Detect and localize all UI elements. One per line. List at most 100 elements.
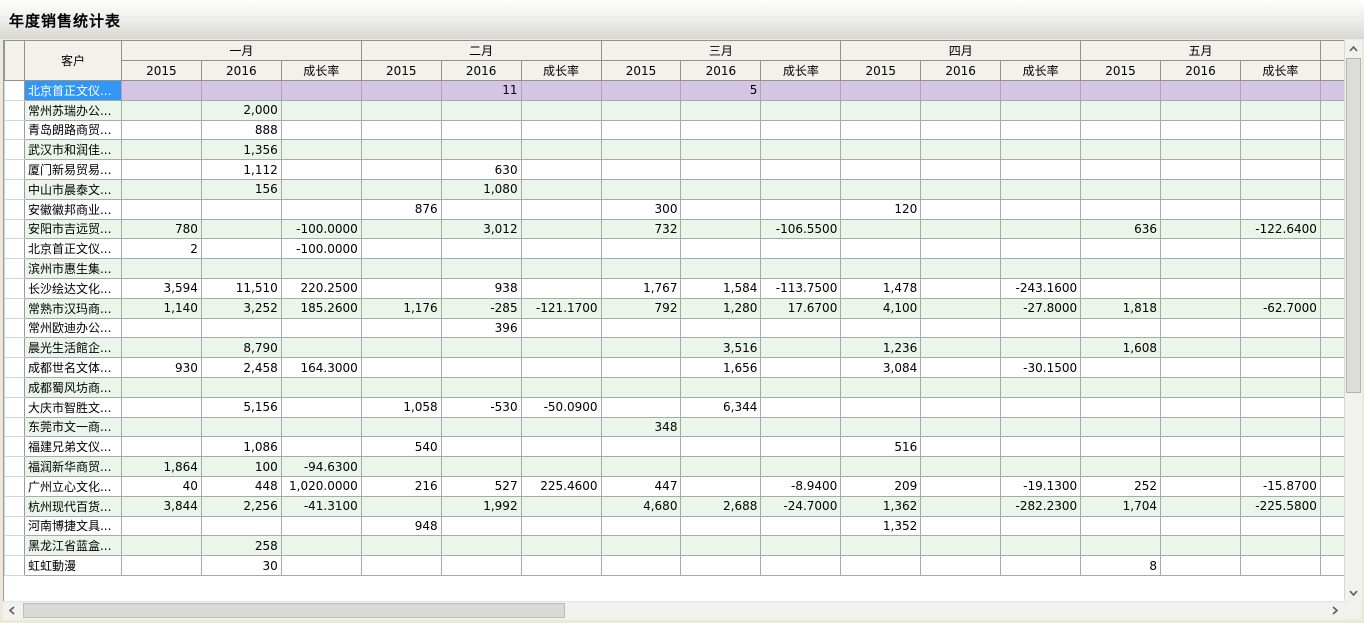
grid-cell[interactable] <box>1000 178 1082 200</box>
grid-cell[interactable] <box>1000 535 1082 557</box>
grid-cell[interactable] <box>760 436 842 458</box>
grid-cell[interactable] <box>1160 99 1241 121</box>
column-header-sub[interactable]: 成长率 <box>1239 60 1321 81</box>
grid-cell[interactable] <box>1160 376 1241 398</box>
grid-cell-partial[interactable] <box>1319 119 1345 141</box>
column-header-sub[interactable]: 2015 <box>1080 60 1162 81</box>
grid-cell[interactable] <box>1239 376 1321 398</box>
column-header-sub[interactable]: 2016 <box>440 60 522 81</box>
grid-cell[interactable] <box>1239 456 1321 477</box>
grid-cell[interactable] <box>520 376 602 398</box>
grid-cell[interactable]: 1,656 <box>680 357 762 378</box>
grid-cell[interactable] <box>120 396 202 418</box>
grid-cell[interactable] <box>440 436 522 458</box>
grid-cell[interactable] <box>1080 515 1162 537</box>
grid-cell[interactable] <box>1239 277 1321 299</box>
grid-cell[interactable]: -530 <box>440 396 522 418</box>
grid-cell[interactable] <box>600 396 682 418</box>
grid-cell[interactable] <box>840 119 922 141</box>
grid-cell-partial[interactable] <box>1319 258 1345 279</box>
grid-cell[interactable] <box>1080 198 1162 220</box>
grid-cell[interactable]: -243.1600 <box>1000 277 1082 299</box>
row-indicator-cell[interactable] <box>4 119 25 141</box>
grid-cell-partial[interactable] <box>1319 178 1345 200</box>
grid-cell[interactable] <box>840 159 922 180</box>
grid-cell-partial[interactable] <box>1319 218 1345 240</box>
grid-cell[interactable] <box>1239 416 1321 438</box>
table-row[interactable]: 常熟市汉玛商... 1,140 3,252 185.2600 1,176 -285 -121… <box>4 297 1345 319</box>
customer-name-cell[interactable]: 中山市晨泰文... <box>23 178 122 200</box>
grid-cell[interactable] <box>1239 119 1321 141</box>
customer-name-cell[interactable]: 福润新华商贸... <box>23 456 122 477</box>
grid-cell[interactable]: 156 <box>200 178 282 200</box>
table-row[interactable]: 常州苏瑞办公... 2,000 <box>4 99 1345 121</box>
grid-cell[interactable] <box>1160 555 1241 576</box>
grid-cell[interactable] <box>1080 396 1162 418</box>
grid-cell[interactable] <box>840 99 922 121</box>
grid-cell[interactable] <box>920 337 1002 359</box>
grid-cell[interactable] <box>1080 178 1162 200</box>
customer-name-cell[interactable]: 杭州现代百货... <box>23 495 122 517</box>
grid-cell[interactable] <box>1080 357 1162 378</box>
horizontal-scrollbar[interactable] <box>3 601 1344 620</box>
table-row[interactable]: 安徽徽邦商业... 876 300 120 <box>4 198 1345 220</box>
grid-cell[interactable] <box>120 258 202 279</box>
column-header-sub[interactable]: 成长率 <box>280 60 362 81</box>
grid-cell[interactable] <box>1080 277 1162 299</box>
grid-cell-partial[interactable] <box>1319 456 1345 477</box>
grid-cell[interactable] <box>680 198 762 220</box>
grid-cell[interactable] <box>1080 99 1162 121</box>
grid-cell[interactable] <box>920 535 1002 557</box>
grid-cell[interactable]: -225.5800 <box>1239 495 1321 517</box>
grid-cell[interactable] <box>680 258 762 279</box>
grid-cell[interactable] <box>120 535 202 557</box>
grid-cell[interactable] <box>920 555 1002 576</box>
grid-cell[interactable] <box>1160 119 1241 141</box>
column-header-sub[interactable]: 2015 <box>120 60 202 81</box>
row-indicator-cell[interactable] <box>4 80 25 101</box>
grid-cell[interactable] <box>280 317 362 339</box>
column-header-month[interactable]: 四月 <box>840 40 1082 61</box>
grid-cell[interactable] <box>600 139 682 161</box>
grid-cell[interactable]: 1,086 <box>200 436 282 458</box>
grid-cell[interactable] <box>360 277 442 299</box>
grid-cell[interactable] <box>760 139 842 161</box>
grid-cell[interactable] <box>600 515 682 537</box>
grid-cell[interactable] <box>1160 436 1241 458</box>
grid-cell[interactable]: 780 <box>120 218 202 240</box>
grid-cell[interactable] <box>200 258 282 279</box>
grid-cell[interactable] <box>1080 535 1162 557</box>
grid-cell[interactable]: 1,176 <box>360 297 442 319</box>
grid-cell[interactable] <box>1000 396 1082 418</box>
grid-cell[interactable] <box>1160 238 1241 260</box>
grid-cell-partial[interactable] <box>1319 277 1345 299</box>
grid-cell[interactable] <box>360 376 442 398</box>
grid-cell[interactable] <box>680 99 762 121</box>
grid-cell[interactable]: 888 <box>200 119 282 141</box>
grid-cell[interactable] <box>1080 139 1162 161</box>
grid-cell-partial[interactable] <box>1319 555 1345 576</box>
grid-cell[interactable] <box>360 159 442 180</box>
grid-cell[interactable]: 2,688 <box>680 495 762 517</box>
grid-cell[interactable] <box>1160 515 1241 537</box>
grid-cell[interactable] <box>1000 238 1082 260</box>
grid-cell[interactable] <box>280 99 362 121</box>
grid-cell[interactable] <box>280 139 362 161</box>
row-indicator-cell[interactable] <box>4 357 25 378</box>
grid-cell[interactable] <box>120 198 202 220</box>
grid-cell[interactable] <box>440 456 522 477</box>
grid-cell[interactable] <box>920 258 1002 279</box>
grid-cell[interactable] <box>1000 218 1082 240</box>
grid-cell-partial[interactable] <box>1319 515 1345 537</box>
grid-cell[interactable] <box>840 555 922 576</box>
grid-cell[interactable] <box>1000 258 1082 279</box>
grid-cell[interactable]: 8,790 <box>200 337 282 359</box>
grid-cell[interactable] <box>920 495 1002 517</box>
grid-cell[interactable] <box>920 139 1002 161</box>
grid-cell[interactable] <box>120 317 202 339</box>
table-row[interactable]: 黑龙江省蓝盒... 258 <box>4 535 1345 557</box>
table-row[interactable]: 滨州市惠生集... <box>4 258 1345 279</box>
grid-cell[interactable] <box>920 357 1002 378</box>
grid-cell[interactable]: -121.1700 <box>520 297 602 319</box>
grid-cell[interactable] <box>440 139 522 161</box>
